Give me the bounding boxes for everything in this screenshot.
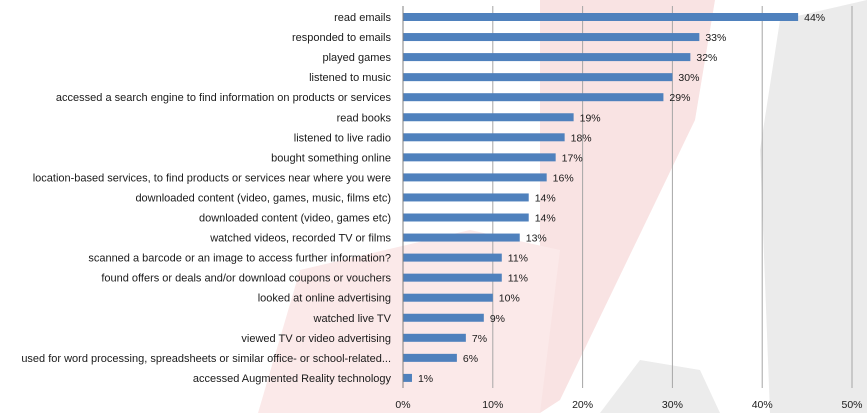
value-label: 14%: [535, 213, 556, 225]
value-label: 17%: [562, 152, 583, 164]
bar: [403, 333, 466, 342]
bar: [403, 113, 574, 122]
value-label: 18%: [571, 132, 592, 144]
category-labels: read emails responded to emails played gam…: [21, 12, 391, 385]
bar: [403, 73, 673, 82]
value-label: 29%: [669, 92, 690, 104]
category-label: viewed TV or video advertising: [241, 333, 391, 345]
value-label: 1%: [418, 373, 433, 385]
value-label: 44%: [804, 12, 825, 24]
category-label: used for word processing, spreadsheets o…: [21, 353, 391, 365]
value-label: 33%: [705, 32, 726, 44]
category-label: found offers or deals and/or download co…: [101, 273, 391, 285]
x-tick-label: 30%: [662, 399, 683, 411]
bar: [403, 273, 502, 282]
bar: [403, 53, 691, 62]
x-tick-label: 20%: [572, 399, 593, 411]
bar: [403, 373, 412, 382]
value-label: 11%: [508, 253, 528, 265]
x-tick-label: 0%: [395, 399, 410, 411]
category-label: accessed Augmented Reality technology: [193, 373, 392, 385]
bar: [403, 173, 547, 182]
bar: [403, 293, 493, 302]
bar: [403, 33, 700, 42]
value-label: 13%: [526, 233, 547, 245]
value-label: 32%: [696, 52, 717, 64]
bar: [403, 13, 799, 21]
bar: [403, 93, 664, 102]
category-label: listened to live radio: [294, 132, 391, 144]
value-label: 11%: [508, 273, 528, 285]
bars: [403, 13, 799, 382]
category-label: accessed a search engine to find informa…: [56, 92, 392, 104]
value-label: 10%: [499, 293, 520, 305]
category-label: looked at online advertising: [258, 293, 391, 305]
value-labels: 44% 33% 32% 30% 29% 19% 18% 17% 16% 14% 14% 13% 11% 1…: [418, 12, 825, 385]
value-label: 19%: [580, 112, 601, 124]
value-label: 14%: [535, 192, 556, 204]
value-label: 7%: [472, 333, 487, 345]
category-label: played games: [323, 52, 392, 64]
category-label: bought something online: [271, 152, 391, 164]
category-label: downloaded content (video, games, music,…: [135, 192, 391, 204]
category-label: scanned a barcode or an image to access …: [88, 253, 391, 265]
x-tick-label: 50%: [841, 399, 862, 411]
x-tick-label: 40%: [752, 399, 773, 411]
value-label: 16%: [553, 172, 574, 184]
category-label: listened to music: [309, 72, 391, 84]
category-label: watched videos, recorded TV or films: [209, 233, 391, 245]
value-label: 9%: [490, 313, 505, 325]
value-label: 6%: [463, 353, 478, 365]
bar: [403, 133, 565, 142]
category-label: location-based services, to find product…: [33, 172, 391, 184]
category-label: read emails: [334, 12, 391, 24]
x-axis-tick-labels: 0% 10% 20% 30% 40% 50%: [395, 399, 862, 411]
value-label: 30%: [678, 72, 699, 84]
category-label: watched live TV: [313, 313, 392, 325]
category-label: read books: [337, 112, 392, 124]
bar: [403, 353, 457, 362]
category-label: responded to emails: [292, 32, 392, 44]
x-tick-label: 10%: [482, 399, 503, 411]
bar: [403, 233, 520, 242]
category-label: downloaded content (video, games etc): [199, 213, 391, 225]
bar: [403, 313, 484, 322]
gridlines: [492, 6, 853, 388]
bar: [403, 213, 529, 222]
bar: [403, 153, 556, 162]
bar: [403, 193, 529, 202]
bar: [403, 253, 502, 262]
